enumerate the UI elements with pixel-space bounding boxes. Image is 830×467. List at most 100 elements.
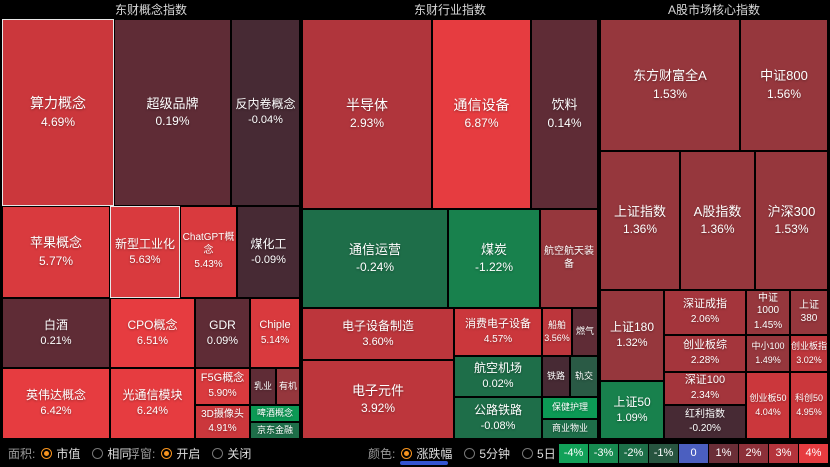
treemap-tile[interactable]: 反内卷概念 -0.04% bbox=[231, 19, 300, 206]
tile-pct: 1.49% bbox=[755, 354, 781, 365]
treemap-tile[interactable]: 算力概念 4.69% bbox=[2, 19, 114, 206]
treemap-tile[interactable]: 电子设备制造 3.60% bbox=[302, 308, 454, 360]
tile-label: 中证1000 bbox=[756, 292, 780, 317]
treemap-tile[interactable]: 科创50 4.95% bbox=[790, 372, 828, 439]
treemap-tile[interactable]: 白酒 0.21% bbox=[2, 298, 110, 368]
float-window-control-group: 浮窗: 开启 关闭 bbox=[128, 440, 263, 467]
treemap-tile[interactable]: 红利指数 -0.20% bbox=[664, 405, 746, 439]
treemap-tile[interactable]: ChatGPT概念 5.43% bbox=[180, 206, 237, 298]
treemap-tile[interactable]: 煤炭 -1.22% bbox=[448, 209, 540, 308]
tile-label: 算力概念 bbox=[30, 95, 86, 112]
treemap-tile[interactable]: Chiple 5.14% bbox=[250, 298, 300, 368]
radio-icon bbox=[212, 448, 224, 459]
tile-pct: 6.51% bbox=[136, 334, 169, 347]
treemap-tile[interactable]: 通信设备 6.87% bbox=[432, 19, 531, 209]
tile-label: 乳业 bbox=[253, 380, 272, 391]
treemap-tile[interactable]: 电子元件 3.92% bbox=[302, 360, 454, 439]
tile-pct: 3.02% bbox=[796, 354, 822, 365]
tile-label: 英伟达概念 bbox=[25, 388, 86, 403]
treemap-tile[interactable]: CPO概念 6.51% bbox=[110, 298, 195, 368]
treemap-tile[interactable]: 超级品牌 0.19% bbox=[114, 19, 231, 206]
radio-icon bbox=[161, 448, 173, 459]
tile-label: 白酒 bbox=[43, 317, 68, 332]
treemap-tile[interactable]: 中小100 1.49% bbox=[746, 335, 790, 372]
treemap-tile[interactable]: 饮料 0.14% bbox=[531, 19, 598, 209]
treemap-tile[interactable]: 消费电子设备 4.57% bbox=[454, 308, 542, 356]
treemap-tile[interactable]: 3D摄像头 4.91% bbox=[195, 405, 250, 439]
treemap-tile[interactable]: 创业板指 3.02% bbox=[790, 335, 828, 372]
tile-label: 上证380 bbox=[799, 300, 819, 324]
tile-label: ChatGPT概念 bbox=[182, 232, 235, 256]
treemap-tile[interactable]: 创业板综 2.28% bbox=[664, 335, 746, 372]
treemap-tile[interactable]: 商业物业 bbox=[542, 419, 598, 439]
treemap-tile[interactable]: 保健护理 bbox=[542, 397, 598, 419]
treemap-tile[interactable]: 上证180 1.32% bbox=[600, 290, 664, 381]
treemap-tile[interactable]: 啤酒概念 bbox=[250, 405, 300, 422]
tile-label: 啤酒概念 bbox=[256, 407, 293, 418]
tile-pct: 1.36% bbox=[700, 222, 735, 237]
tile-pct: 0.09% bbox=[206, 334, 239, 347]
treemap-tile[interactable]: 新型工业化 5.63% bbox=[110, 206, 180, 298]
treemap-tile[interactable]: 深证100 2.34% bbox=[664, 372, 746, 405]
treemap-tile[interactable]: 航空航天装备 bbox=[540, 209, 598, 308]
treemap-tile[interactable]: 光通信模块 6.24% bbox=[110, 368, 195, 439]
legend-swatch: 4% bbox=[799, 444, 828, 463]
tile-label: 深证100 bbox=[684, 374, 726, 387]
treemap-tile[interactable]: 航空机场 0.02% bbox=[454, 356, 542, 397]
tile-pct: -0.24% bbox=[355, 260, 395, 275]
tile-label: 公路铁路 bbox=[473, 402, 522, 417]
radio-float-off[interactable]: 关闭 bbox=[212, 445, 251, 462]
treemap-tile[interactable]: 公路铁路 -0.08% bbox=[454, 397, 542, 439]
treemap-tile[interactable]: 上证50 1.09% bbox=[600, 381, 664, 439]
tile-label: 通信设备 bbox=[453, 96, 510, 113]
treemap-tile[interactable]: 中证800 1.56% bbox=[740, 19, 828, 151]
tile-label: 消费电子设备 bbox=[465, 317, 531, 330]
treemap-tile[interactable]: F5G概念 5.90% bbox=[195, 368, 250, 405]
tile-label: A股指数 bbox=[693, 203, 742, 219]
radio-color-change-pct[interactable]: 涨跌幅 bbox=[401, 445, 452, 462]
tile-label: 反内卷概念 bbox=[235, 97, 296, 112]
scrollbar-thumb[interactable] bbox=[400, 461, 448, 465]
treemap-tile[interactable]: 上证指数 1.36% bbox=[600, 151, 680, 290]
radio-icon bbox=[464, 448, 476, 459]
tile-pct: 3.60% bbox=[362, 335, 394, 348]
tile-label: 电子元件 bbox=[351, 382, 404, 398]
treemap-tile[interactable]: 有机 bbox=[276, 368, 300, 405]
tile-pct: 1.56% bbox=[766, 86, 802, 101]
treemap-tile[interactable]: 东方财富全A 1.53% bbox=[600, 19, 740, 151]
tile-label: 铁路 bbox=[546, 370, 565, 381]
treemap-tile[interactable]: 乳业 bbox=[250, 368, 276, 405]
tile-pct: 4.91% bbox=[208, 423, 237, 434]
radio-icon bbox=[522, 448, 534, 459]
legend-swatch: 2% bbox=[739, 444, 768, 463]
radio-area-equal[interactable]: 相同 bbox=[92, 445, 131, 462]
treemap-tile[interactable]: 京东金融 bbox=[250, 422, 300, 439]
treemap-tile[interactable]: 通信运营 -0.24% bbox=[302, 209, 448, 308]
treemap-tile[interactable]: 轨交 bbox=[570, 356, 598, 397]
treemap-tile[interactable]: 苹果概念 5.77% bbox=[2, 206, 110, 298]
treemap-tile[interactable]: GDR 0.09% bbox=[195, 298, 250, 368]
tile-pct: 2.93% bbox=[349, 116, 385, 131]
treemap-tile[interactable]: 上证380 bbox=[790, 290, 828, 335]
treemap-tile[interactable]: 半导体 2.93% bbox=[302, 19, 432, 209]
radio-option-label: 涨跌幅 bbox=[416, 447, 453, 461]
tile-label: 燃气 bbox=[575, 326, 594, 337]
tile-pct: -0.08% bbox=[480, 419, 516, 432]
treemap-tile[interactable]: 创业板50 4.04% bbox=[746, 372, 790, 439]
radio-option-label: 相同 bbox=[107, 447, 132, 461]
treemap-tile[interactable]: 沪深300 1.53% bbox=[755, 151, 828, 290]
radio-float-on[interactable]: 开启 bbox=[161, 445, 200, 462]
radio-color-5day[interactable]: 5日 bbox=[522, 445, 556, 462]
treemap-tile[interactable]: 英伟达概念 6.42% bbox=[2, 368, 110, 439]
radio-color-5min[interactable]: 5分钟 bbox=[464, 445, 510, 462]
treemap-tile[interactable]: 中证1000 1.45% bbox=[746, 290, 790, 335]
treemap-tile[interactable]: A股指数 1.36% bbox=[680, 151, 755, 290]
treemap-tile[interactable]: 煤化工 -0.09% bbox=[237, 206, 300, 298]
treemap-tile[interactable]: 深证成指 2.06% bbox=[664, 290, 746, 335]
treemap-tile[interactable]: 铁路 bbox=[542, 356, 570, 397]
treemap-tile[interactable]: 船舶 3.56% bbox=[542, 308, 572, 356]
tile-pct: 2.28% bbox=[690, 355, 720, 367]
treemap-tile[interactable]: 燃气 bbox=[572, 308, 598, 356]
radio-area-market-cap[interactable]: 市值 bbox=[41, 445, 80, 462]
tile-pct: 4.57% bbox=[483, 333, 513, 345]
